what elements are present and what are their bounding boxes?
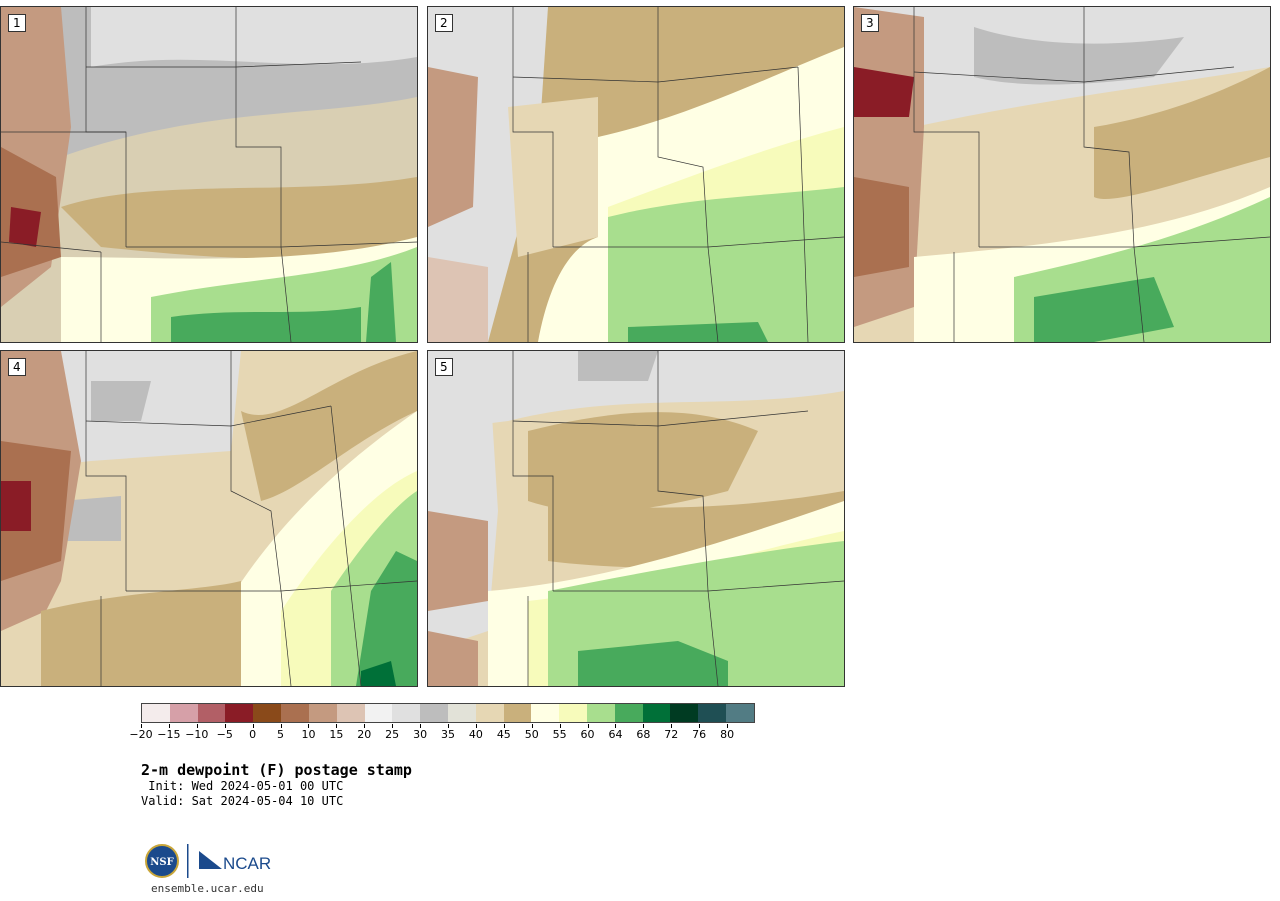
colorbar-tick-label: 76 <box>692 728 707 741</box>
colorbar-tick-label: 25 <box>385 728 400 741</box>
colorbar-tick <box>475 724 477 728</box>
map-panel-3: 3 <box>853 6 1271 343</box>
colorbar-swatch <box>698 704 727 722</box>
colorbar-swatch <box>531 704 560 722</box>
colorbar-tick-label: 60 <box>580 728 595 741</box>
init-time: Init: Wed 2024-05-01 00 UTC <box>141 779 344 793</box>
map-panel-4: 4 <box>0 350 418 687</box>
colorbar-tick <box>336 724 338 728</box>
colorbar-tick-label: 40 <box>468 728 483 741</box>
dewpoint-map-3 <box>854 7 1270 342</box>
colorbar-swatch <box>364 704 393 722</box>
colorbar-tick-label: 64 <box>608 728 623 741</box>
colorbar-tick-label: −15 <box>157 728 181 741</box>
colorbar-tick <box>168 724 170 728</box>
colorbar-tick-label: −10 <box>185 728 209 741</box>
colorbar-swatch <box>169 704 198 722</box>
panel-number: 4 <box>8 358 26 376</box>
nsf-ncar-logo: NSF NCAR <box>145 844 271 878</box>
colorbar-tick <box>308 724 310 728</box>
dewpoint-map-1 <box>1 7 417 342</box>
colorbar-ticks: −20 −15 −10 −5 0 5 10 15 20 25 30 35 40 45 50 55 60 64 68 7… <box>129 724 755 744</box>
nsf-logo-icon <box>145 844 179 878</box>
colorbar-tick <box>671 724 673 728</box>
logo-group: NSF NCAR <box>144 841 274 881</box>
colorbar-tick-label: 35 <box>441 728 455 741</box>
colorbar-swatch <box>281 704 309 722</box>
colorbar-tick <box>531 724 533 728</box>
colorbar-swatch <box>670 704 699 722</box>
colorbar-tick <box>392 724 394 728</box>
dewpoint-colorbar <box>141 703 755 723</box>
ncar-logo-text: NCAR <box>223 854 271 873</box>
colorbar-swatch <box>336 704 365 722</box>
colorbar-swatch <box>587 704 615 722</box>
colorbar-tick <box>615 724 617 728</box>
colorbar-tick-label: 50 <box>524 728 539 741</box>
dewpoint-map-2 <box>428 7 844 342</box>
panel-number: 1 <box>8 14 26 32</box>
dewpoint-map-4 <box>1 351 417 686</box>
ncar-logo-icon <box>199 851 222 869</box>
colorbar-swatch <box>225 704 254 722</box>
figure-title: 2-m dewpoint (F) postage stamp <box>141 761 412 779</box>
colorbar-tick-label: 55 <box>552 728 567 741</box>
colorbar-tick-label: 30 <box>413 728 428 741</box>
colorbar-tick <box>280 724 282 728</box>
colorbar-tick-label: 20 <box>357 728 372 741</box>
colorbar-tick <box>364 724 366 728</box>
colorbar-tick-label: 68 <box>636 728 651 741</box>
colorbar-swatch <box>197 704 226 722</box>
colorbar-swatch <box>420 704 448 722</box>
colorbar-swatch <box>142 704 170 722</box>
colorbar-tick-label: 5 <box>277 728 285 741</box>
map-panel-2: 2 <box>427 6 845 343</box>
colorbar-swatch <box>614 704 643 722</box>
colorbar-tick <box>420 724 422 728</box>
colorbar-swatch <box>447 704 476 722</box>
map-panel-1: 1 <box>0 6 418 343</box>
colorbar-tick <box>699 724 701 728</box>
colorbar-tick <box>141 724 142 728</box>
colorbar-tick-label: 15 <box>329 728 344 741</box>
colorbar-tick <box>448 724 449 728</box>
colorbar-swatch <box>475 704 504 722</box>
site-url: ensemble.ucar.edu <box>151 882 264 895</box>
colorbar-swatch <box>559 704 587 722</box>
colorbar-tick-label: 45 <box>496 728 511 741</box>
colorbar-tick-label: 0 <box>249 728 257 741</box>
colorbar-tick <box>224 724 226 728</box>
panel-number: 5 <box>435 358 453 376</box>
colorbar-swatch <box>726 704 754 722</box>
colorbar-tick <box>727 724 729 728</box>
colorbar-tick <box>559 724 561 728</box>
colorbar-tick <box>252 724 254 728</box>
colorbar-swatch <box>253 704 282 722</box>
dewpoint-map-5 <box>428 351 844 686</box>
colorbar-tick-label: 10 <box>301 728 316 741</box>
panel-number: 3 <box>861 14 879 32</box>
valid-time: Valid: Sat 2024-05-04 10 UTC <box>141 794 344 808</box>
colorbar-tick-label: 72 <box>664 728 679 741</box>
colorbar-tick <box>196 724 198 728</box>
colorbar-tick-label: −20 <box>129 728 153 741</box>
colorbar-swatch <box>308 704 337 722</box>
colorbar-tick <box>587 724 589 728</box>
colorbar-tick-label: −5 <box>216 728 233 741</box>
nsf-logo-text: NSF <box>150 857 173 868</box>
colorbar-swatch <box>642 704 671 722</box>
colorbar-tick-label: 80 <box>720 728 735 741</box>
colorbar-swatch <box>392 704 421 722</box>
colorbar-tick <box>643 724 645 728</box>
map-panel-5: 5 <box>427 350 845 687</box>
panel-number: 2 <box>435 14 453 32</box>
colorbar-tick <box>503 724 505 728</box>
colorbar-swatch <box>503 704 532 722</box>
